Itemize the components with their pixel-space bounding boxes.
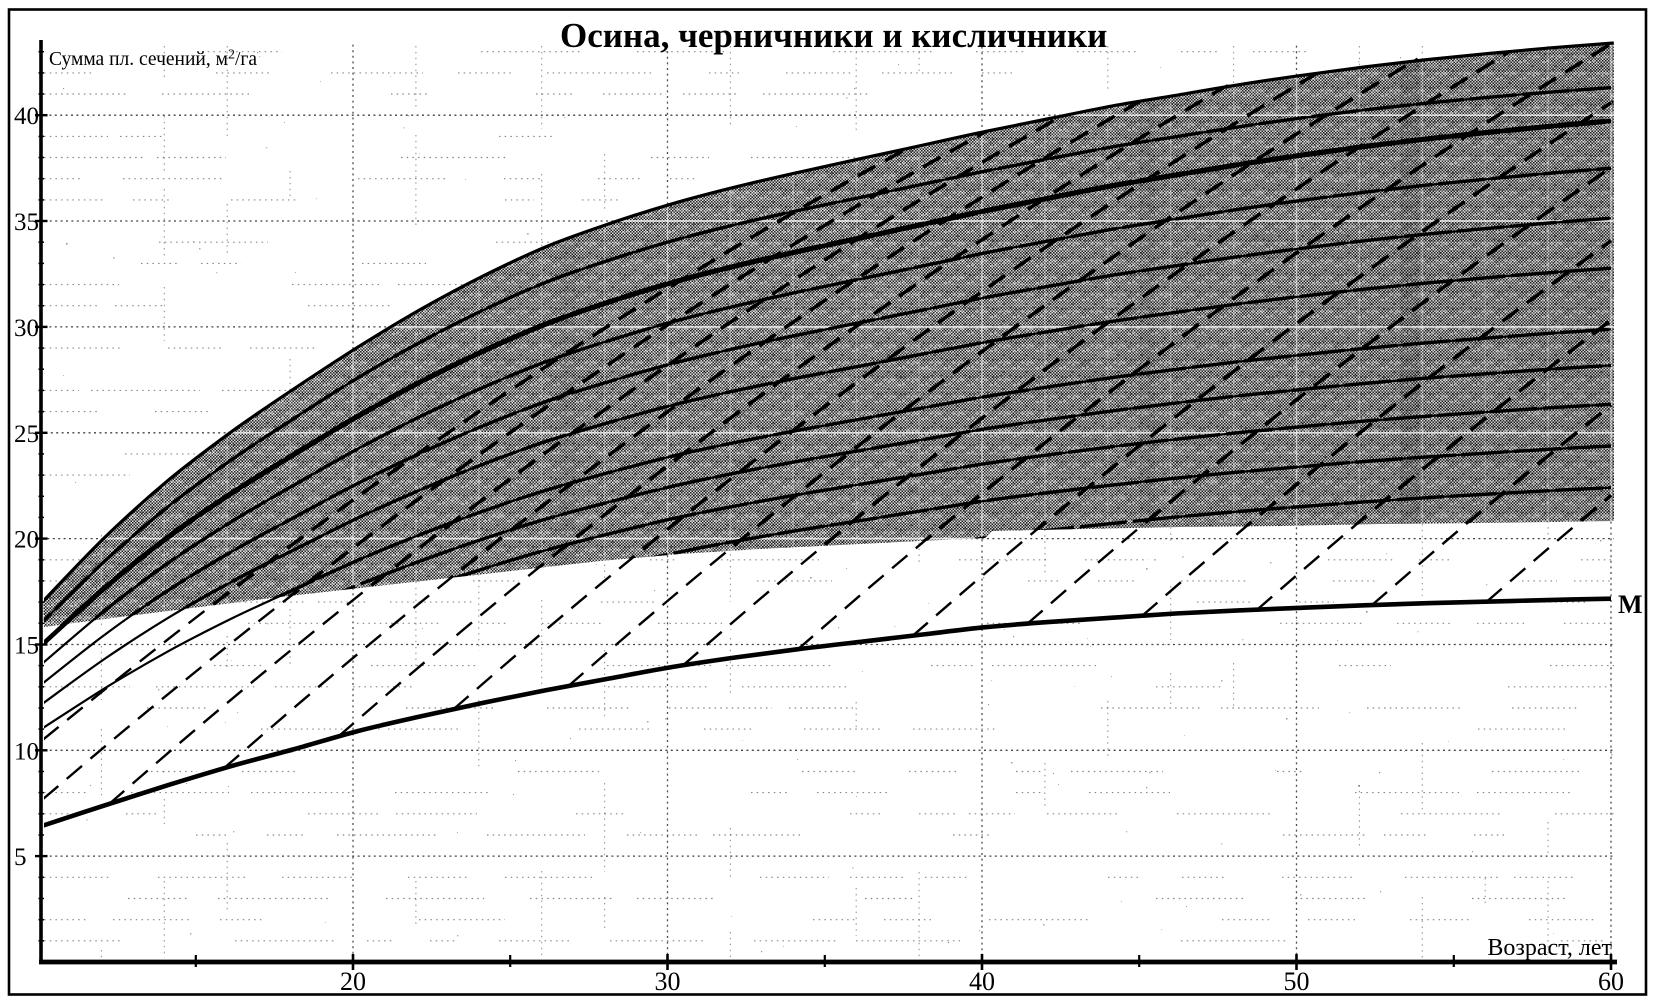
svg-text:25: 25 [14,421,39,448]
svg-text:M: M [1618,590,1643,619]
svg-text:Осина, черничники и кисличники: Осина, черничники и кисличники [560,16,1107,55]
svg-text:Сумма пл. сечений, м2/га: Сумма пл. сечений, м2/га [49,48,257,71]
svg-text:15: 15 [14,633,39,660]
svg-text:10: 10 [14,738,39,765]
svg-text:30: 30 [14,315,39,342]
svg-text:40: 40 [14,103,39,130]
svg-text:40: 40 [969,967,995,996]
svg-text:5: 5 [14,844,27,871]
svg-text:20: 20 [14,527,39,554]
svg-text:30: 30 [655,967,681,996]
svg-text:Возраст, лет: Возраст, лет [1487,935,1612,961]
svg-text:20: 20 [340,967,366,996]
svg-text:35: 35 [14,209,39,236]
svg-text:50: 50 [1284,967,1310,996]
svg-text:60: 60 [1598,967,1624,996]
